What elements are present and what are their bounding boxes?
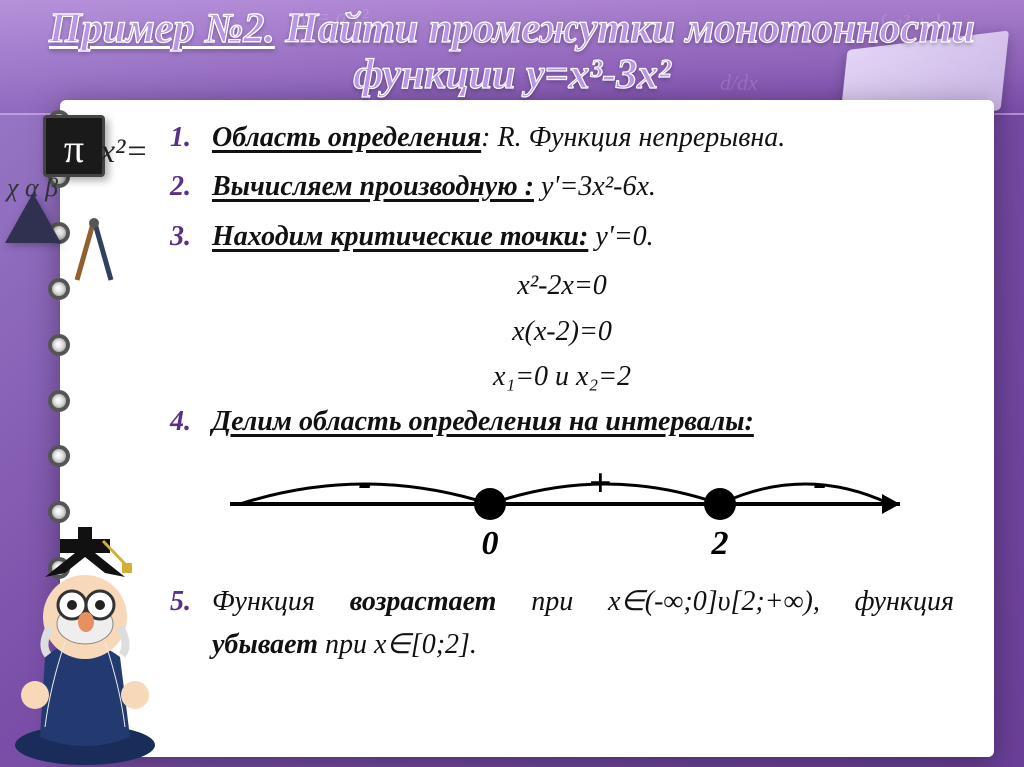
svg-text:0: 0 [482,525,499,561]
step-4-label: Делим область определения на интервалы: [212,406,754,437]
step-1-rest: : R. Функция непрерывна. [481,122,785,153]
step-4: 4. Делим область определения на интервал… [170,400,954,443]
equation-1: x²-2x=0 [170,264,954,307]
svg-text:2: 2 [711,525,729,561]
svg-text:-: - [813,460,826,505]
decreases-word: убывает [212,629,318,660]
step-2-label: Вычисляем производную : [212,171,534,202]
step-5-text-b: при x∈(-∞;0]υ[2;+∞), функция [496,586,954,617]
svg-text:+: + [589,460,612,505]
increases-word: возрастает [350,586,497,617]
number-line-diagram: 0 2 - + - [210,456,954,566]
title-rest-line1: Найти промежутки монотонности [275,6,975,52]
step-number: 3. [170,215,212,258]
step-number: 2. [170,165,212,208]
title-line2: функции y=x³-3x² [0,52,1024,98]
svg-text:-: - [358,460,371,505]
step-3: 3. Находим критические точки: y'=0. [170,215,954,258]
step-1: 1. Область определения: R. Функция непре… [170,116,954,159]
equation-3: x₁=0 и x₂=2 [170,355,954,398]
step-2-rest: y'=3x²-6x. [534,171,656,202]
equation-2: x(x-2)=0 [170,310,954,353]
step-3-label: Находим критические точки: [212,221,588,252]
step-3-rest: y'=0. [588,221,653,252]
step-2: 2. Вычисляем производную : y'=3x²-6x. [170,165,954,208]
content-area: 1. Область определения: R. Функция непре… [170,116,954,673]
step-number: 5. [170,580,212,667]
slide-title: Пример №2. Найти промежутки монотонности… [0,6,1024,98]
ring-binding [48,110,72,747]
title-example-number: Пример №2. [49,6,275,52]
step-1-label: Область определения [212,122,481,153]
step-5-text-c: при x∈[0;2]. [318,629,477,660]
step-number: 4. [170,400,212,443]
step-number: 1. [170,116,212,159]
step-5-text-a: Функция [212,586,350,617]
step-5: 5. Функция возрастает при x∈(-∞;0]υ[2;+∞… [170,580,954,667]
